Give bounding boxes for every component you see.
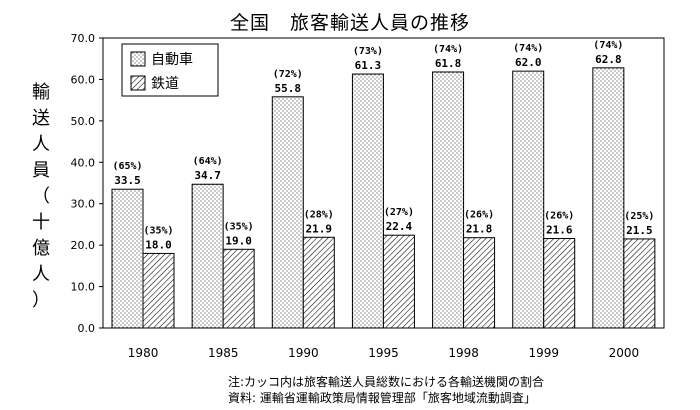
y-tick-label: 0.0 [78,322,96,335]
data-label: 18.0 [145,238,172,251]
legend-label: 鉄道 [151,76,179,92]
data-label: 19.0 [225,234,252,247]
notes: 注:カッコ内は旅客輸送人員総数における各輸送機関の割合 資料: 運輸省運輸政策局… [228,374,544,406]
share-label: (73%) [353,46,383,57]
bar-rail [222,248,255,329]
y-tick-label: 50.0 [71,115,96,128]
y-tick-label: 40.0 [71,156,96,169]
data-label: 62.0 [515,56,542,69]
chart-title: 全国 旅客輸送人員の推移 [229,12,470,34]
y-axis-label-char: 輸 [32,82,50,103]
data-label: 33.5 [114,174,141,187]
data-label: 21.6 [546,224,573,237]
x-tick-label: 1990 [288,346,319,360]
note-line: 注:カッコ内は旅客輸送人員総数における各輸送機関の割合 [228,375,545,389]
data-label: 55.8 [275,82,302,95]
y-tick-label: 30.0 [71,198,96,211]
share-label: (72%) [273,69,303,80]
share-label: (28%) [304,209,334,220]
y-axis-label-char: 億 [32,238,50,259]
bar-rail [543,238,576,329]
bar-rail [623,238,656,329]
x-tick-label: 1985 [208,346,239,360]
bar-rail [463,237,496,329]
y-axis-label: 輸送人員（十億人） [26,80,56,314]
data-label: 21.8 [466,223,493,236]
x-tick-label: 1980 [128,346,159,360]
x-tick-label: 2000 [609,346,640,360]
bar-rail [142,252,175,329]
bar-car [512,70,545,329]
y-tick-label: 70.0 [71,32,96,45]
x-tick-label: 1998 [448,346,479,360]
share-label: (74%) [593,40,623,51]
bar-car [432,71,465,329]
data-label: 61.8 [435,57,462,70]
legend-swatch-car [130,51,146,67]
legend-label: 自動車 [151,51,193,68]
bar-rail [302,236,335,329]
bar-car [592,67,625,329]
y-axis-label-char: 十 [32,212,50,233]
share-label: (35%) [224,221,254,232]
y-tick-label: 10.0 [71,281,96,294]
bar-car [271,96,304,329]
y-tick-label: 60.0 [71,73,96,86]
data-label: 21.5 [626,224,653,237]
x-tick-label: 1999 [529,346,560,360]
data-label: 62.8 [595,53,622,66]
y-axis-label-char: ） [32,290,50,311]
bar-car [111,188,144,329]
bar-rail [382,234,415,329]
y-axis-label-char: （ [32,186,50,207]
y-axis-label-char: 人 [32,134,50,155]
x-tick-label: 1995 [368,346,399,360]
share-label: (26%) [544,211,574,222]
y-axis-label-char: 人 [32,264,50,285]
share-label: (74%) [433,44,463,55]
data-label: 34.7 [194,169,221,182]
share-label: (35%) [143,225,173,236]
share-label: (65%) [112,161,142,172]
share-label: (25%) [624,211,654,222]
source-line: 資料: 運輸省運輸政策局情報管理部「旅客地域流動調査」 [228,391,536,405]
y-axis-label-char: 員 [32,160,50,181]
y-axis-label-char: 送 [32,108,50,129]
share-label: (64%) [193,156,223,167]
legend-swatch-rail [130,75,146,91]
share-label: (26%) [464,210,494,221]
share-label: (74%) [513,43,543,54]
data-label: 61.3 [355,59,382,72]
data-label: 21.9 [306,222,333,235]
bar-car [191,183,224,329]
share-label: (27%) [384,207,414,218]
bar-car [351,73,384,329]
y-tick-label: 20.0 [71,239,96,252]
data-label: 22.4 [386,220,413,233]
